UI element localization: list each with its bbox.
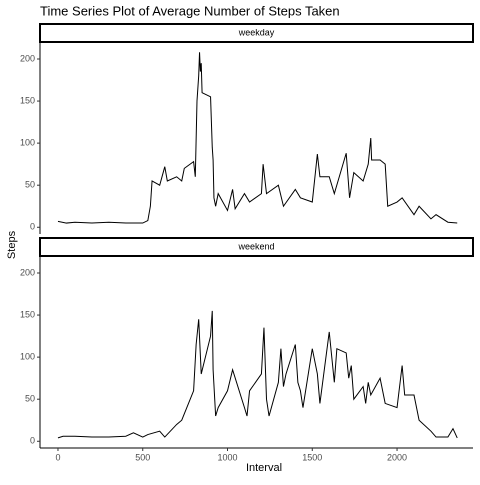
x-axis-label: Interval bbox=[246, 462, 282, 474]
facet-strip bbox=[39, 237, 474, 257]
y-tick-label: 200 bbox=[20, 53, 35, 63]
y-tick-label: 100 bbox=[20, 138, 35, 148]
y-axis-label: Steps bbox=[6, 230, 18, 259]
facet-label: weekend bbox=[237, 241, 274, 251]
y-tick-label: 0 bbox=[30, 222, 35, 232]
x-tick-label: 1500 bbox=[302, 452, 322, 462]
y-tick-label: 200 bbox=[20, 267, 35, 277]
y-tick-label: 0 bbox=[30, 436, 35, 446]
y-tick-label: 150 bbox=[20, 95, 35, 105]
x-tick-label: 1000 bbox=[217, 452, 237, 462]
facet-label: weekday bbox=[238, 27, 275, 37]
y-tick-label: 150 bbox=[20, 309, 35, 319]
chart-title: Time Series Plot of Average Number of St… bbox=[40, 3, 340, 18]
data-line bbox=[57, 52, 458, 224]
y-tick-label: 50 bbox=[25, 180, 35, 190]
y-tick-label: 50 bbox=[25, 394, 35, 404]
y-tick-label: 100 bbox=[20, 352, 35, 362]
data-line bbox=[57, 310, 458, 439]
x-tick-label: 2000 bbox=[387, 452, 407, 462]
facet-strip bbox=[39, 23, 474, 43]
x-tick-label: 0 bbox=[55, 452, 60, 462]
x-tick-label: 500 bbox=[135, 452, 150, 462]
